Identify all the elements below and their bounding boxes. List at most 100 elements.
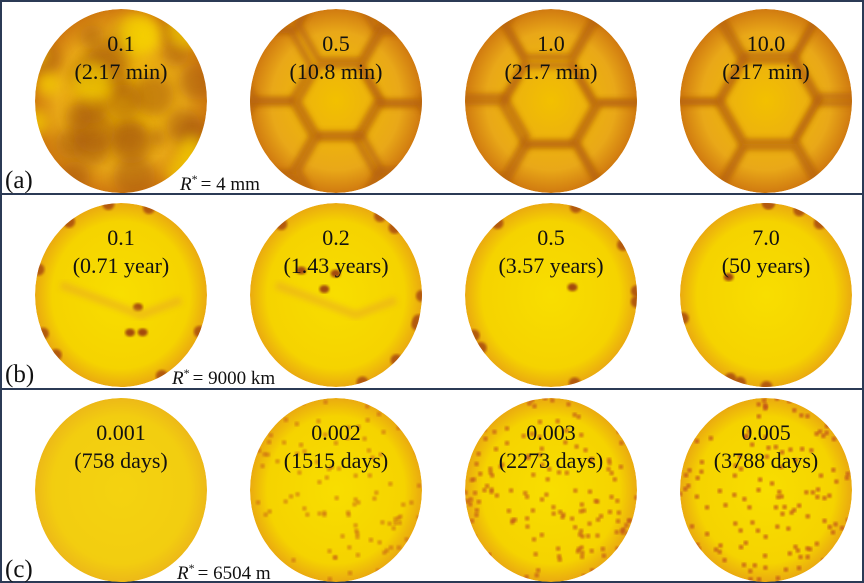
edge-spot bbox=[631, 296, 643, 308]
spot bbox=[714, 547, 719, 552]
real-time-label: (0.71 year) bbox=[73, 253, 170, 278]
spot bbox=[416, 452, 421, 457]
spot bbox=[724, 403, 729, 408]
spot bbox=[842, 555, 847, 560]
spot bbox=[685, 430, 690, 435]
spot bbox=[770, 481, 775, 486]
spot bbox=[796, 548, 801, 553]
spot bbox=[845, 476, 850, 481]
spot bbox=[742, 563, 747, 568]
spot bbox=[777, 490, 782, 495]
spot bbox=[536, 568, 541, 573]
spot bbox=[323, 400, 328, 405]
spot bbox=[485, 565, 490, 570]
spot bbox=[709, 436, 714, 441]
spot bbox=[302, 506, 307, 511]
spot bbox=[714, 572, 719, 577]
spot bbox=[681, 437, 686, 442]
spot bbox=[678, 530, 683, 535]
spot bbox=[472, 534, 477, 539]
spot bbox=[464, 450, 469, 455]
spot bbox=[576, 414, 581, 419]
defect bbox=[138, 328, 148, 336]
spot bbox=[299, 443, 304, 448]
spot bbox=[589, 549, 594, 554]
spot bbox=[540, 533, 545, 538]
spot bbox=[474, 462, 479, 467]
spot bbox=[492, 430, 497, 435]
edge-spot bbox=[617, 239, 629, 251]
spot bbox=[532, 537, 537, 542]
time-label: 0.1 bbox=[107, 225, 135, 250]
spot bbox=[829, 422, 834, 427]
spot bbox=[596, 517, 601, 522]
spot bbox=[747, 505, 752, 510]
spot bbox=[504, 572, 509, 577]
spot bbox=[267, 509, 272, 514]
spot bbox=[830, 419, 835, 424]
spot bbox=[497, 402, 502, 407]
spot bbox=[690, 524, 695, 529]
spot bbox=[487, 552, 492, 557]
spot bbox=[544, 492, 549, 497]
panel-label: (b) bbox=[5, 361, 34, 388]
spot bbox=[384, 397, 389, 402]
blob bbox=[61, 161, 90, 190]
spot bbox=[846, 472, 851, 477]
spot bbox=[463, 459, 468, 464]
spot bbox=[305, 512, 310, 517]
spot bbox=[482, 488, 487, 493]
spot bbox=[395, 561, 400, 566]
spot bbox=[325, 475, 330, 480]
spot bbox=[566, 402, 571, 407]
defect bbox=[319, 285, 329, 293]
spot bbox=[573, 488, 578, 493]
spot bbox=[619, 441, 624, 446]
spot bbox=[805, 414, 810, 419]
edge-spot bbox=[468, 329, 480, 341]
spot bbox=[505, 441, 510, 446]
spot bbox=[821, 558, 826, 563]
spot bbox=[748, 577, 753, 582]
spot bbox=[841, 425, 846, 430]
time-label: 0.005 bbox=[741, 420, 791, 445]
blob bbox=[106, 84, 141, 119]
real-time-label: (217 min) bbox=[722, 59, 809, 84]
spot bbox=[833, 572, 838, 577]
spot bbox=[748, 569, 753, 574]
spot bbox=[495, 574, 500, 579]
spot bbox=[397, 520, 402, 525]
radius-sup: * bbox=[184, 366, 190, 380]
spot bbox=[775, 396, 780, 401]
spot bbox=[265, 550, 270, 555]
spot bbox=[250, 548, 255, 553]
edge-spot bbox=[416, 290, 428, 302]
spot bbox=[275, 459, 280, 464]
spot bbox=[509, 488, 514, 493]
spot bbox=[284, 417, 289, 422]
spot bbox=[616, 519, 621, 524]
spot bbox=[590, 568, 595, 573]
spot bbox=[634, 495, 639, 500]
spot bbox=[580, 534, 585, 539]
spot bbox=[353, 473, 358, 478]
spot bbox=[486, 554, 491, 559]
spot bbox=[602, 553, 607, 558]
spot bbox=[758, 477, 763, 482]
time-label: 0.001 bbox=[96, 420, 146, 445]
spot bbox=[805, 514, 810, 519]
spot bbox=[291, 558, 296, 563]
real-time-label: (50 years) bbox=[722, 253, 811, 278]
spot bbox=[723, 503, 728, 508]
spot bbox=[847, 433, 852, 438]
spot bbox=[419, 403, 424, 408]
spot bbox=[609, 471, 614, 476]
spot bbox=[792, 408, 797, 413]
spot bbox=[763, 553, 768, 558]
spot bbox=[624, 523, 629, 528]
spot bbox=[275, 559, 280, 564]
spot bbox=[703, 563, 708, 568]
spot bbox=[356, 553, 361, 558]
spot bbox=[484, 412, 489, 417]
spot bbox=[756, 488, 761, 493]
